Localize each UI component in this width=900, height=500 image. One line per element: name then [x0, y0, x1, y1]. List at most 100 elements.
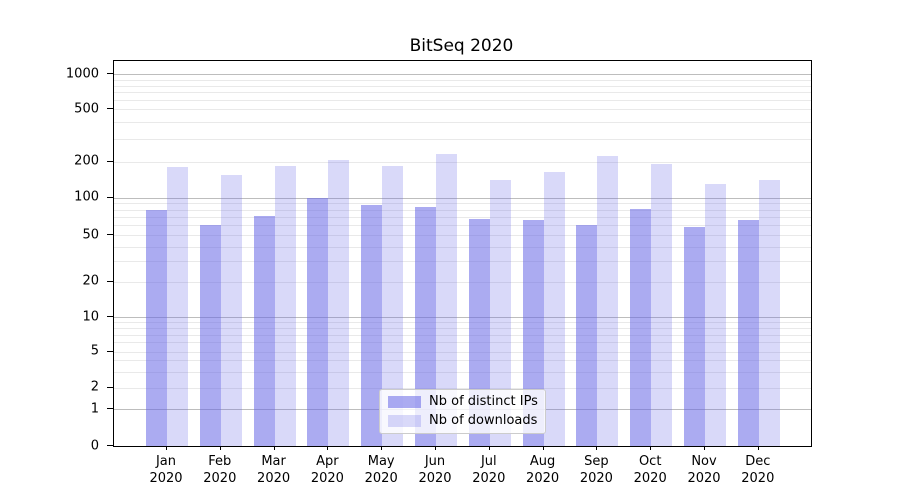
- gridline-minor: [114, 217, 811, 218]
- x-tick-label: May 2020: [349, 453, 413, 487]
- bar-distinct-ips: [737, 220, 759, 446]
- x-tick-label: Nov 2020: [672, 453, 736, 487]
- bar-downloads: [705, 184, 726, 446]
- gridline-minor: [114, 281, 811, 283]
- y-tick-label: 10: [82, 309, 99, 324]
- y-tick-mark: [107, 160, 113, 162]
- plot-area: Nb of distinct IPs Nb of downloads: [113, 60, 812, 447]
- gridline-minor: [114, 322, 811, 324]
- gridline-minor: [114, 387, 811, 389]
- y-tick-mark: [107, 316, 113, 317]
- bar-distinct-ips: [253, 215, 275, 446]
- bar-downloads: [382, 165, 404, 446]
- bar-downloads: [758, 180, 780, 446]
- gridline-major: [114, 74, 811, 76]
- y-tick-label: 1000: [65, 66, 99, 82]
- x-tick-year: 2020: [364, 471, 398, 486]
- x-tick-mark: [381, 446, 383, 450]
- bar-downloads: [597, 156, 619, 446]
- bar-distinct-ips: [415, 207, 436, 446]
- x-tick-month: Sep: [584, 454, 609, 469]
- gridline-minor: [114, 334, 811, 336]
- x-tick-mark: [488, 446, 490, 450]
- y-tick-mark: [107, 350, 113, 352]
- y-tick-label: 100: [74, 189, 99, 205]
- x-tick-mark: [596, 446, 598, 450]
- gridline-minor: [114, 138, 811, 140]
- x-tick-month: Jun: [424, 454, 446, 469]
- bar-distinct-ips: [684, 227, 705, 446]
- x-tick-month: Nov: [691, 454, 717, 469]
- x-tick-month: Dec: [745, 454, 771, 469]
- legend-label-downloads: Nb of downloads: [429, 413, 538, 428]
- x-tick-label: Jul 2020: [457, 453, 521, 487]
- bar-distinct-ips: [199, 225, 221, 446]
- gridline-minor: [114, 85, 811, 87]
- x-tick-month: Jul: [480, 454, 497, 469]
- gridline-minor: [114, 371, 811, 373]
- y-tick-mark: [107, 196, 113, 198]
- y-tick-label: 2: [90, 379, 99, 395]
- bar-downloads: [220, 174, 242, 446]
- x-tick-year: 2020: [257, 471, 291, 486]
- y-tick-mark: [107, 445, 113, 446]
- y-tick-mark: [107, 408, 113, 410]
- x-tick-month: Apr: [316, 454, 339, 469]
- bar-downloads: [328, 160, 350, 446]
- x-tick-mark: [273, 446, 275, 450]
- x-tick-year: 2020: [203, 471, 237, 486]
- x-tick-mark: [650, 446, 652, 450]
- x-tick-month: Feb: [208, 454, 232, 469]
- gridline-minor: [114, 246, 811, 248]
- bar-distinct-ips: [146, 209, 167, 446]
- bar-distinct-ips: [307, 197, 329, 446]
- y-tick-label: 0: [90, 438, 99, 453]
- legend-swatch-distinct-ips: [388, 396, 421, 408]
- bar-downloads: [167, 167, 188, 446]
- x-tick-month: May: [367, 454, 395, 469]
- bar-distinct-ips: [576, 225, 598, 446]
- gridline-minor: [114, 342, 811, 344]
- gridline-minor: [114, 79, 811, 81]
- gridline-minor: [114, 235, 811, 237]
- x-tick-month: Mar: [261, 454, 286, 469]
- x-tick-mark: [219, 446, 221, 450]
- gridline-minor: [114, 109, 811, 111]
- gridline-minor: [114, 203, 811, 205]
- gridline-minor: [114, 100, 811, 102]
- gridline-minor: [114, 122, 811, 124]
- y-tick-label: 20: [82, 273, 99, 289]
- y-tick-mark: [107, 386, 113, 388]
- x-tick-label: Dec 2020: [726, 453, 790, 487]
- gridline-minor: [114, 225, 811, 227]
- gridline-major: [114, 197, 811, 199]
- x-tick-year: 2020: [149, 471, 183, 486]
- bar-downloads: [274, 165, 296, 446]
- x-tick-label: Aug 2020: [511, 453, 575, 487]
- bar-distinct-ips: [630, 208, 652, 446]
- y-tick-label: 500: [74, 101, 99, 117]
- x-tick-mark: [435, 446, 436, 450]
- x-tick-mark: [704, 446, 705, 450]
- y-tick-mark: [107, 108, 113, 110]
- x-tick-label: Sep 2020: [564, 453, 628, 487]
- legend-label-distinct-ips: Nb of distinct IPs: [429, 394, 538, 409]
- y-tick-mark: [107, 73, 113, 75]
- x-tick-label: Mar 2020: [242, 453, 306, 487]
- x-tick-mark: [757, 446, 759, 450]
- x-tick-year: 2020: [633, 471, 667, 486]
- legend-swatch-downloads: [388, 415, 421, 427]
- y-tick-label: 5: [90, 343, 99, 359]
- gridline-minor: [114, 360, 811, 362]
- gridline-minor: [114, 261, 811, 263]
- x-tick-year: 2020: [579, 471, 613, 486]
- legend-item-downloads: Nb of downloads: [388, 414, 545, 428]
- y-tick-mark: [107, 234, 113, 236]
- x-tick-year: 2020: [526, 471, 560, 486]
- x-tick-year: 2020: [310, 471, 344, 486]
- x-tick-year: 2020: [741, 471, 775, 486]
- bar-downloads: [436, 153, 457, 446]
- y-tick-label: 50: [82, 227, 99, 243]
- x-tick-label: Jan 2020: [134, 453, 198, 487]
